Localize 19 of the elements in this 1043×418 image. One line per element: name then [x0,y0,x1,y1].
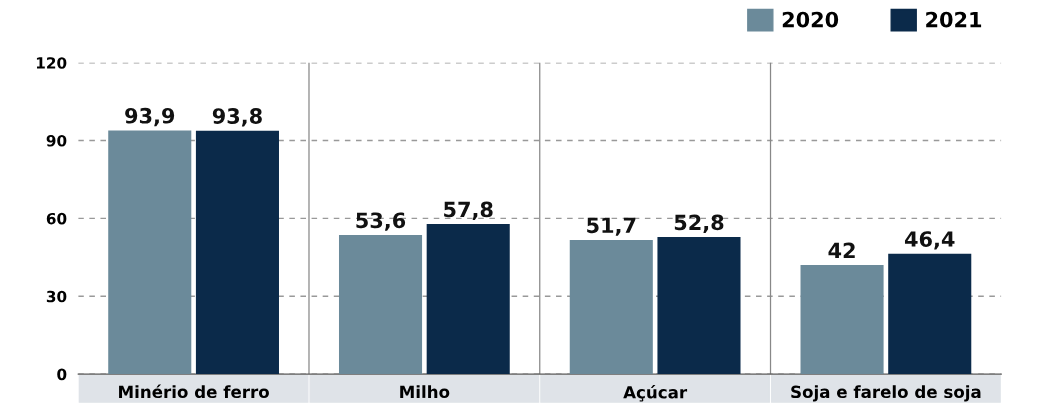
legend-label: 2021 [926,11,982,28]
y-tick-label: 0 [57,368,67,381]
x-tick-label: Soja e farelo de soja [791,385,981,402]
data-label: 53,6 [356,212,406,231]
x-tick-label: Minério de ferro [119,384,269,399]
y-tick-label: 120 [36,57,67,69]
data-label: 52,8 [674,214,724,233]
data-label: 93,8 [212,108,262,127]
y-tick-label: 90 [46,135,67,147]
y-tick-label: 60 [46,212,67,225]
x-tick-label: Açúcar [623,385,688,402]
data-label: 46,4 [904,231,955,250]
data-label: 93,9 [125,107,175,127]
data-label: 57,8 [444,201,493,220]
legend-label: 2020 [782,11,839,28]
x-tick-label: Milho [400,385,450,399]
y-tick-label: 30 [46,290,67,303]
data-label: 51,7 [587,217,636,236]
data-label: 42 [828,242,855,259]
